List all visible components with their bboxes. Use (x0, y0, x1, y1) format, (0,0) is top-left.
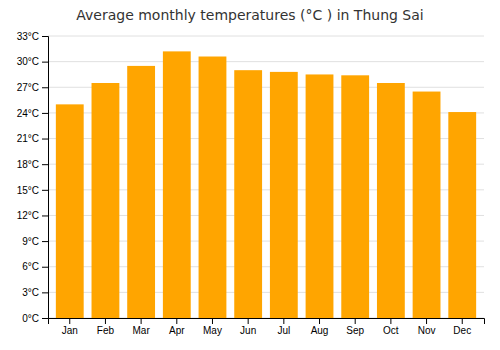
x-tick-label: Feb (97, 325, 115, 336)
y-tick-mark (42, 139, 48, 140)
y-tick-label: 24°C (17, 108, 39, 119)
grid-line (48, 36, 484, 37)
y-tick-label: 9°C (22, 236, 39, 247)
x-tick: Sep (346, 318, 364, 336)
y-tick-label: 0°C (22, 313, 39, 324)
x-tick-mark (248, 318, 249, 324)
y-tick-mark (42, 113, 48, 114)
y-axis-line (42, 37, 49, 319)
y-tick-label: 18°C (17, 159, 39, 170)
x-tick: Nov (418, 318, 436, 336)
x-tick-mark (283, 318, 284, 324)
bar (163, 51, 191, 318)
y-tick: 15°C (17, 185, 48, 196)
x-tick-label: Jul (277, 325, 290, 336)
y-tick-label: 15°C (17, 185, 39, 196)
bar (92, 83, 120, 318)
y-tick-label: 27°C (17, 82, 39, 93)
x-tick: Jan (62, 318, 78, 336)
x-tick-label: Jun (240, 325, 256, 336)
y-tick-label: 30°C (17, 56, 39, 67)
x-tick: Jun (240, 318, 256, 336)
y-tick: 18°C (17, 159, 48, 170)
x-tick: Mar (133, 318, 151, 336)
x-tick-mark (355, 318, 356, 324)
x-tick-label: Oct (383, 325, 399, 336)
y-tick-mark (42, 215, 48, 216)
y-tick-mark (42, 164, 48, 165)
bar (234, 70, 262, 318)
y-tick: 12°C (17, 210, 48, 221)
y-tick: 21°C (17, 133, 48, 144)
y-tick: 33°C (17, 31, 48, 42)
x-tick-mark (176, 318, 177, 324)
x-tick: Oct (383, 318, 399, 336)
y-tick-mark (42, 267, 48, 268)
bar (127, 66, 155, 318)
x-tick-label: Sep (346, 325, 364, 336)
y-tick: 9°C (22, 236, 48, 247)
x-tick-label: Jan (62, 325, 78, 336)
y-tick-mark (42, 190, 48, 191)
y-tick: 3°C (22, 287, 48, 298)
y-tick-label: 3°C (22, 287, 39, 298)
chart: 0°C 3°C 6°C 9°C 12°C 15°C 18°C 21°C 24°C 27°C 30°C… (0, 0, 500, 350)
x-tick-mark (319, 318, 320, 324)
x-tick-mark (462, 318, 463, 324)
y-axis: 0°C 3°C 6°C 9°C 12°C 15°C 18°C 21°C 24°C 27°C 30°C… (17, 31, 49, 324)
title: Average monthly temperatures (°C ) in Th… (76, 7, 423, 23)
y-tick: 27°C (17, 82, 48, 93)
x-tick-mark (390, 318, 391, 324)
x-tick-label: Apr (169, 325, 185, 336)
y-tick: 0°C (22, 313, 48, 324)
y-tick-label: 12°C (17, 210, 39, 221)
x-tick: Dec (453, 318, 471, 336)
y-tick: 30°C (17, 56, 48, 67)
y-tick-mark (42, 318, 48, 319)
x-tick: Apr (169, 318, 185, 336)
y-tick-mark (42, 292, 48, 293)
x-tick-label: Nov (418, 325, 436, 336)
x-tick: May (203, 318, 222, 336)
x-tick-mark (69, 318, 70, 324)
bar (448, 112, 476, 318)
y-tick-mark (42, 36, 48, 37)
x-tick-label: Mar (133, 325, 151, 336)
y-tick-mark (42, 87, 48, 88)
bars (56, 51, 476, 318)
y-tick-label: 33°C (17, 31, 39, 42)
x-tick: Aug (311, 318, 329, 336)
x-tick: Feb (97, 318, 115, 336)
x-tick-mark (141, 318, 142, 324)
x-tick-label: May (203, 325, 222, 336)
x-axis-line (49, 319, 485, 325)
y-tick-mark (42, 241, 48, 242)
bar (56, 104, 84, 318)
plot: 0°C 3°C 6°C 9°C 12°C 15°C 18°C 21°C 24°C 27°C 30°C… (17, 31, 485, 336)
y-tick-label: 6°C (22, 261, 39, 272)
y-tick: 6°C (22, 261, 48, 272)
x-tick: Jul (277, 318, 290, 336)
x-tick-label: Aug (311, 325, 329, 336)
bar (341, 75, 369, 318)
grid (48, 36, 484, 318)
bar (199, 57, 227, 318)
x-tick-mark (105, 318, 106, 324)
bar (413, 92, 441, 318)
x-tick-mark (212, 318, 213, 324)
bar (306, 74, 334, 318)
y-tick-label: 21°C (17, 133, 39, 144)
y-tick-mark (42, 62, 48, 63)
grid-line (48, 61, 484, 62)
y-tick: 24°C (17, 108, 48, 119)
x-tick-label: Dec (453, 325, 471, 336)
x-axis: Jan Feb Mar Apr May Jun Jul Aug Sep Oct Nov Dec (49, 318, 485, 336)
bar (270, 72, 298, 318)
bar (377, 83, 405, 318)
x-tick-mark (426, 318, 427, 324)
